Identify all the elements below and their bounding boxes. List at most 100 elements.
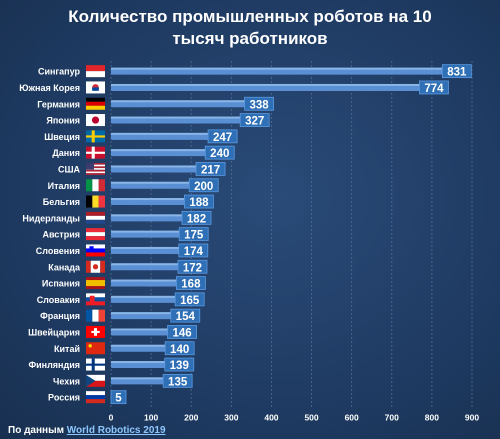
bar-highlight [111,67,445,70]
x-tick-label: 600 [345,412,359,422]
bar-highlight [111,295,178,298]
value-label: 168 [181,279,201,291]
value-label-box [239,113,270,127]
x-tick-label: 300 [224,412,238,422]
x-tick-label: 900 [465,412,479,422]
x-tick-label: 200 [184,412,198,422]
flag-italy-icon [86,179,105,192]
flag-slovenia-icon [86,244,105,257]
bar-highlight [111,246,181,249]
flag-spain-icon [86,277,105,290]
country-label: Китай [54,344,80,354]
country-label: Япония [46,116,80,126]
country-label: Южная Корея [19,83,80,93]
bar-highlight [111,230,182,233]
bar-highlight [111,214,185,217]
country-label: Австрия [42,230,80,240]
value-label-box [164,357,195,372]
value-label-box [164,341,195,356]
country-label: Россия [48,393,80,403]
value-label-box [110,390,127,405]
value-label: 146 [172,327,191,339]
value-label: 200 [194,181,213,193]
flag-finland-icon [86,358,105,371]
flag-south-korea-icon [86,81,105,94]
country-label: Словения [36,246,80,256]
country-label: Швейцария [28,327,80,337]
value-label-box [188,178,219,193]
flag-netherlands-icon [86,211,105,224]
flag-austria-icon [86,228,105,241]
source-link[interactable]: World Robotics 2019 [66,425,166,436]
source-prefix: По данным [8,425,65,436]
country-label: Дания [52,148,80,158]
value-label-box [207,129,238,144]
flag-switzerland-icon [86,325,105,338]
bar-highlight [111,149,208,152]
flag-slovakia-icon [86,293,105,306]
bar-highlight [111,279,179,282]
value-label: 327 [245,116,264,128]
source-note: По данным World Robotics 2019 [8,425,166,436]
bar-highlight [111,83,422,86]
value-label-box [167,325,197,339]
bar-highlight [111,361,167,364]
value-label: 172 [183,262,202,274]
flag-russia-icon [86,391,105,404]
value-label: 139 [170,360,189,372]
flag-china-icon [86,342,105,355]
value-label: 247 [213,132,232,144]
value-label: 5 [115,393,122,405]
flag-usa-icon [86,162,105,175]
value-label-box [419,80,449,95]
country-label: Нидерланды [22,213,80,223]
bar-highlight [111,132,211,135]
value-label-box [244,96,274,111]
value-label-box [195,162,226,176]
flag-germany-icon [86,97,105,110]
flag-belgium-icon [86,195,105,208]
value-label: 182 [187,213,206,225]
value-label: 831 [447,67,467,79]
bar-highlight [111,377,166,380]
value-label: 154 [176,311,196,323]
chart-title: Количество промышленных роботов на 10 ты… [0,6,500,50]
flag-denmark-icon [86,146,105,159]
x-tick-label: 100 [144,412,158,422]
country-label: Словакия [37,295,80,305]
value-label: 188 [189,197,209,209]
bar-highlight [111,312,173,315]
flag-france-icon [86,309,105,322]
country-label: Канада [48,262,81,272]
bar-highlight [111,165,199,168]
flag-japan-icon [86,114,105,127]
flag-sweden-icon [86,130,105,143]
value-label-box [177,259,208,274]
x-tick-label: 800 [425,412,439,422]
chart-title-line-2: тысяч работников [172,29,328,48]
value-label: 140 [170,344,189,356]
value-label-box [184,194,214,209]
bar-highlight [111,344,168,347]
value-label-box [178,243,209,258]
flag-czechia-icon [86,374,105,387]
value-label: 774 [424,83,444,95]
value-label: 135 [168,376,188,388]
country-label: Франция [40,311,80,321]
country-label: Швеция [44,132,80,142]
value-label: 165 [180,295,200,307]
bar-highlight [111,181,192,184]
value-label: 174 [184,246,204,258]
bar-highlight [111,263,180,266]
country-label: Испания [42,279,80,289]
value-label: 175 [184,230,204,242]
value-label-box [175,276,206,290]
bar-highlight [111,328,170,331]
flag-canada-icon [86,260,105,273]
value-label: 240 [210,148,229,160]
value-label-box [174,292,205,307]
x-tick-label: 0 [109,412,114,422]
country-label: Италия [48,181,80,191]
country-label: Сингапур [38,67,81,77]
flag-singapore-icon [86,65,105,78]
